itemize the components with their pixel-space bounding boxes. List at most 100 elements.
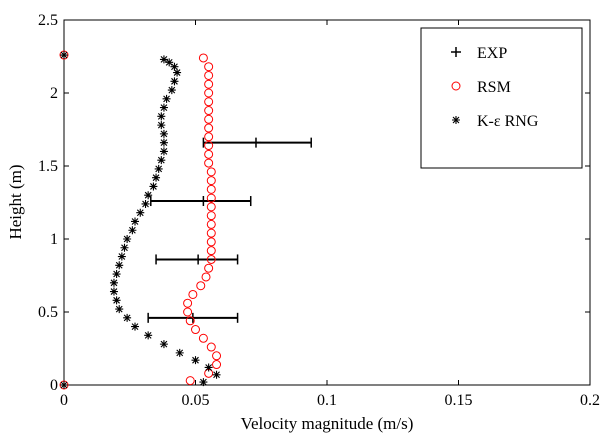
data-point-star <box>144 191 153 200</box>
data-point-circle <box>206 184 216 194</box>
data-point-star <box>170 62 179 71</box>
data-point-star <box>136 208 145 217</box>
data-point-circle <box>204 158 214 168</box>
y-tick-label: 2.5 <box>38 12 58 29</box>
data-point-plus <box>198 196 209 207</box>
data-point-star <box>131 322 140 331</box>
data-point-star <box>154 164 163 173</box>
data-point-circle <box>206 167 216 177</box>
y-tick-label: 2 <box>50 85 58 102</box>
data-point-circle <box>204 141 214 151</box>
data-point-star <box>159 147 168 156</box>
data-point-star <box>115 305 124 314</box>
data-point-circle <box>183 298 193 308</box>
data-point-circle <box>204 263 214 273</box>
data-point-star <box>170 77 179 86</box>
data-point-star <box>167 86 176 95</box>
data-point-star <box>123 235 132 243</box>
y-axis-label: Height (m) <box>6 164 25 239</box>
legend-box <box>420 27 583 169</box>
data-point-circle <box>183 307 193 317</box>
data-point-star <box>60 381 68 389</box>
data-point-circle <box>204 88 214 98</box>
data-point-star <box>109 287 118 296</box>
data-point-star <box>128 226 137 235</box>
data-point-star <box>165 58 174 67</box>
data-point-plus <box>193 254 204 265</box>
data-point-circle <box>206 228 216 238</box>
x-tick-label: 0.15 <box>445 392 473 409</box>
data-point-circle <box>204 149 214 159</box>
data-point-circle <box>204 70 214 80</box>
data-point-circle <box>206 176 216 186</box>
axis-ticks: 0 0.05 0.1 0.15 0.2 0 0.5 1 1.5 2 2.5 <box>38 12 600 409</box>
data-point-circle <box>212 351 222 361</box>
data-point-circle <box>204 114 214 124</box>
data-point-circle <box>206 237 216 247</box>
data-point-circle <box>206 211 216 221</box>
data-point-star <box>112 270 121 279</box>
data-point-star <box>159 340 168 349</box>
data-point-circle <box>204 106 214 116</box>
data-point-star <box>112 296 121 305</box>
data-point-circle <box>204 97 214 107</box>
data-point-circle <box>201 272 211 282</box>
x-tick-label: 0 <box>60 392 68 409</box>
data-point-circle <box>206 342 216 352</box>
data-point-circle <box>188 289 198 299</box>
data-point-star <box>117 252 126 261</box>
data-point-star <box>141 199 150 208</box>
data-point-star <box>162 94 171 103</box>
data-point-circle <box>206 219 216 229</box>
y-tick-label: 1 <box>50 231 58 248</box>
data-point-circle <box>198 333 208 343</box>
x-axis-label: Velocity magnitude (m/s) <box>241 414 414 433</box>
legend-marker-plus <box>451 47 461 57</box>
legend-label: RSM <box>477 79 511 96</box>
legend-marker-circle <box>451 81 461 91</box>
data-point-circle <box>191 325 200 335</box>
y-tick-label: 0.5 <box>38 304 58 321</box>
data-point-circle <box>206 202 216 212</box>
data-point-star <box>199 378 208 387</box>
y-tick-label: 1.5 <box>38 158 58 175</box>
data-point-circle <box>198 53 208 63</box>
data-point-star <box>109 278 118 287</box>
data-point-star <box>157 156 166 165</box>
data-point-circle <box>204 62 214 72</box>
y-tick-label: 0 <box>50 377 58 394</box>
data-point-star <box>157 112 166 121</box>
legend: EXP RSM K-ε RNG <box>420 27 583 169</box>
data-point-circle <box>204 123 214 133</box>
data-point-circle <box>206 193 216 203</box>
data-point-circle <box>212 360 222 370</box>
data-point-circle <box>206 254 216 264</box>
data-point-star <box>159 138 168 147</box>
data-point-circle <box>196 281 206 291</box>
data-point-star <box>173 68 182 77</box>
data-point-star <box>157 121 166 130</box>
series-star <box>60 51 221 389</box>
data-point-star <box>131 217 140 226</box>
data-point-circle <box>206 246 216 256</box>
x-tick-label: 0.05 <box>182 392 210 409</box>
data-point-star <box>212 370 221 379</box>
legend-label: K-ε RNG <box>477 113 539 130</box>
data-point-star <box>120 243 129 252</box>
data-point-star <box>115 261 124 270</box>
x-tick-label: 0.2 <box>580 392 600 409</box>
data-point-circle <box>185 316 195 326</box>
series-plus <box>187 137 261 323</box>
data-point-star <box>175 348 184 357</box>
legend-label: EXP <box>477 45 507 62</box>
data-point-star <box>159 103 168 112</box>
data-point-star <box>204 363 213 372</box>
data-point-star <box>123 313 132 322</box>
data-point-circle <box>204 79 214 89</box>
data-point-star <box>60 51 68 60</box>
data-point-star <box>152 173 161 182</box>
data-point-circle <box>204 132 214 142</box>
series-layer <box>59 50 261 390</box>
data-point-star <box>159 129 168 138</box>
